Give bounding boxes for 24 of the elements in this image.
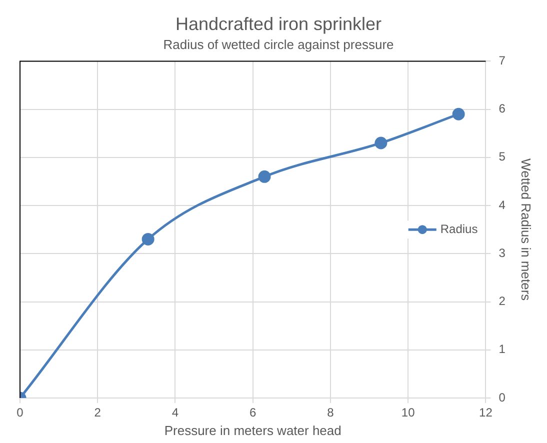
y-axis-title: Wetted Radius in meters — [518, 158, 534, 302]
y-tick-label: 5 — [498, 150, 506, 164]
point — [258, 170, 271, 183]
x-tick-label: 2 — [94, 406, 102, 420]
chart-title: Handcrafted iron sprinkler — [175, 14, 382, 34]
y-tick-label: 3 — [498, 246, 506, 260]
x-tick-label: 4 — [172, 406, 179, 420]
chart-subtitle: Radius of wetted circle against pressure — [163, 36, 394, 52]
x-tick-label: 0 — [16, 406, 24, 420]
x-tick-label: 10 — [401, 406, 416, 420]
y-tick-label: 1 — [498, 342, 506, 356]
y-tick-label: 7 — [498, 54, 506, 68]
x-tick-label: 12 — [479, 406, 493, 420]
y-tick-label: 6 — [498, 102, 506, 116]
y-tick-label: 2 — [498, 294, 506, 308]
legend-label: Radius — [440, 222, 478, 236]
y-tick-label: 4 — [498, 198, 506, 212]
x-axis-title: Pressure in meters water head — [164, 422, 342, 438]
point — [452, 108, 465, 120]
y-tick-label: 0 — [498, 390, 506, 404]
point — [142, 232, 154, 246]
x-tick-label: 8 — [327, 406, 334, 420]
point — [374, 136, 388, 150]
x-tick-label: 6 — [250, 406, 257, 420]
